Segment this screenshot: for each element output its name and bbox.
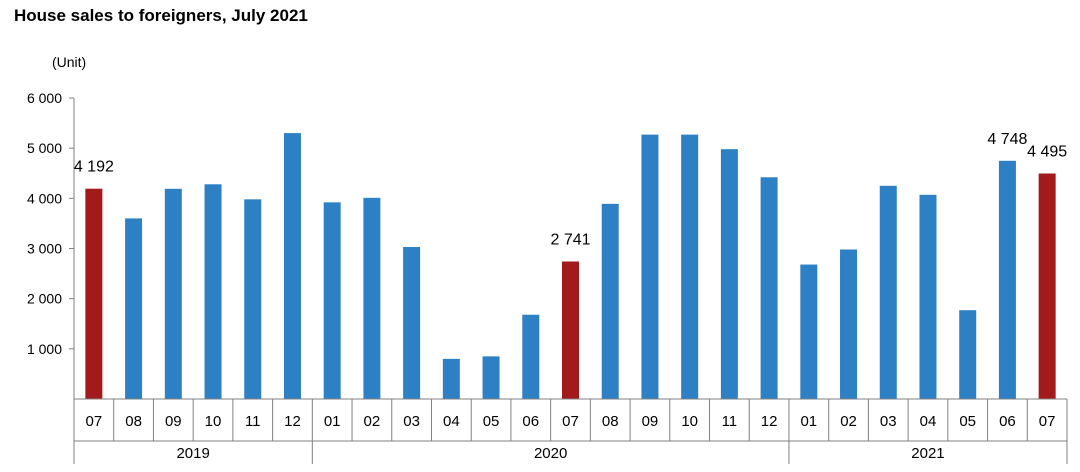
data-label-0: 4 192 xyxy=(74,159,114,176)
bar-16 xyxy=(720,149,738,399)
bar-6 xyxy=(323,202,341,399)
x-tick-label: 11 xyxy=(722,413,738,430)
bar-3 xyxy=(204,184,222,399)
x-tick-label: 12 xyxy=(761,413,778,430)
bar-9 xyxy=(442,358,460,399)
x-tick-label: 03 xyxy=(403,413,420,430)
bar-7 xyxy=(363,197,381,399)
y-tick-label: 3 000 xyxy=(27,241,62,257)
bar-21 xyxy=(919,194,937,399)
bar-14 xyxy=(641,134,659,399)
x-tick-label: 12 xyxy=(284,413,301,430)
bar-19 xyxy=(840,249,858,399)
data-label-23: 4 748 xyxy=(987,131,1027,148)
x-tick-label: 10 xyxy=(681,413,698,430)
year-label-2020: 2020 xyxy=(534,445,567,462)
bar-17 xyxy=(760,177,778,399)
x-tick-label: 07 xyxy=(1039,413,1056,430)
year-label-2021: 2021 xyxy=(911,445,944,462)
bar-15 xyxy=(681,134,699,399)
y-tick-label: 5 000 xyxy=(27,140,62,156)
y-axis-label: (Unit) xyxy=(52,54,86,70)
data-label-12: 2 741 xyxy=(550,231,590,248)
x-tick-label: 09 xyxy=(165,413,182,430)
x-axis: 07 08 09 10 11 12 01 02 03 04 05 06 07 08 09 10 11 12 01 02… xyxy=(73,398,1068,464)
bar-2 xyxy=(164,188,182,399)
x-tick-label: 01 xyxy=(324,413,341,430)
bar-24 xyxy=(1038,173,1056,399)
bar-10 xyxy=(482,356,500,399)
x-tick-label: 09 xyxy=(642,413,659,430)
chart-title: House sales to foreigners, July 2021 xyxy=(14,6,308,25)
bar-20 xyxy=(879,185,897,399)
x-tick-label: 08 xyxy=(602,413,619,430)
bar-0 xyxy=(85,188,103,399)
x-tick-label: 02 xyxy=(364,413,381,430)
x-tick-label: 10 xyxy=(205,413,222,430)
x-tick-label: 04 xyxy=(920,413,937,430)
x-tick-label: 02 xyxy=(840,413,857,430)
x-tick-label: 08 xyxy=(125,413,142,430)
y-tick-label: 6 000 xyxy=(27,90,62,106)
bar-12 xyxy=(562,261,579,399)
y-axis: 1 000 2 000 3 000 4 000 5 000 6 000 xyxy=(27,90,75,399)
y-tick-label: 1 000 xyxy=(27,341,62,357)
x-tick-label: 03 xyxy=(880,413,897,430)
bar-13 xyxy=(601,203,619,399)
data-label-24: 4 495 xyxy=(1027,144,1067,161)
y-tick-label: 2 000 xyxy=(27,291,62,307)
bar-5 xyxy=(283,133,301,399)
bar-4 xyxy=(244,199,262,399)
bar-8 xyxy=(403,246,421,399)
x-tick-label: 01 xyxy=(800,413,817,430)
y-tick-label: 4 000 xyxy=(27,190,62,206)
x-tick-label: 05 xyxy=(959,413,976,430)
bar-23 xyxy=(998,160,1016,399)
x-tick-label: 06 xyxy=(999,413,1016,430)
bar-1 xyxy=(125,218,143,399)
x-tick-label: 05 xyxy=(483,413,500,430)
bar-18 xyxy=(800,264,818,399)
year-label-2019: 2019 xyxy=(176,445,209,462)
x-tick-label: 06 xyxy=(522,413,539,430)
x-tick-label: 11 xyxy=(245,413,261,430)
x-tick-label: 07 xyxy=(562,413,579,430)
x-tick-label: 07 xyxy=(86,413,103,430)
bar-11 xyxy=(522,314,540,399)
bar-22 xyxy=(959,310,977,399)
x-tick-label: 04 xyxy=(443,413,460,430)
bars xyxy=(85,133,1056,399)
